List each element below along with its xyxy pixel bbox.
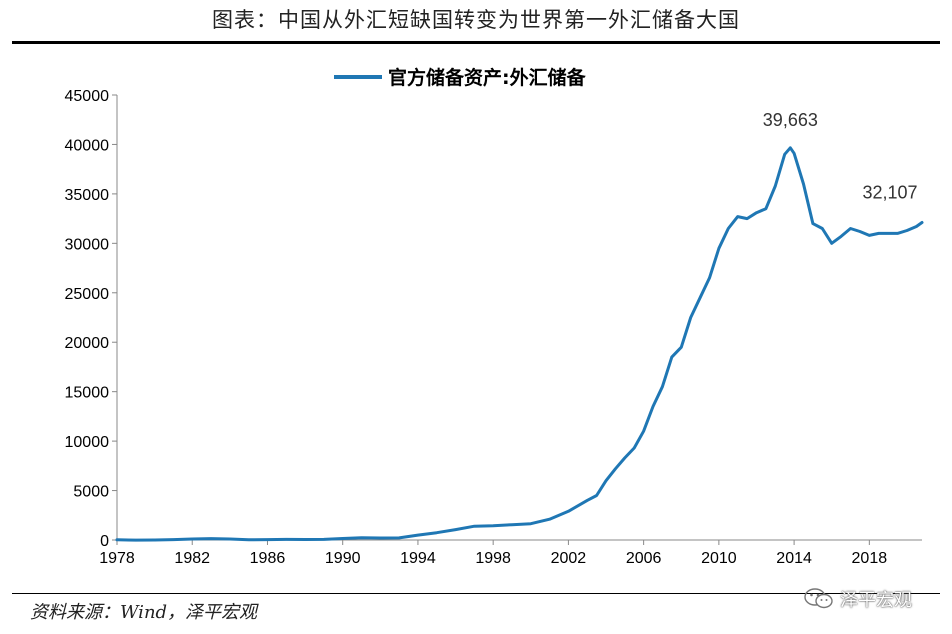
y-tick-label: 40000 [65, 137, 110, 154]
y-tick-label: 0 [100, 533, 109, 550]
x-tick-label: 1998 [475, 550, 511, 567]
y-tick-label: 45000 [65, 88, 110, 105]
wechat-icon [804, 588, 833, 609]
y-tick-label: 20000 [65, 335, 110, 352]
data-label: 32,107 [862, 182, 917, 202]
figure-title: 图表：中国从外汇短缺国转变为世界第一外汇储备大国 [212, 8, 740, 32]
watermark: 泽平宏观 [804, 586, 912, 612]
x-tick-label: 1978 [99, 550, 135, 567]
y-tick-label: 35000 [65, 187, 110, 204]
y-tick-label: 25000 [65, 286, 110, 303]
x-tick-label: 2010 [701, 550, 737, 567]
x-tick-label: 1982 [174, 550, 210, 567]
annotations-layer: 39,663 32,107 [763, 110, 918, 203]
x-axis-ticks: 1978 1982 1986 1990 1994 1998 2002 2006 2010 2014… [99, 540, 887, 567]
source-note: 资料来源：Wind，泽平宏观 [30, 602, 258, 623]
x-tick-label: 1986 [250, 550, 286, 567]
series-layer [115, 146, 924, 542]
x-tick-label: 2006 [626, 550, 662, 567]
bottom-rule [12, 593, 940, 594]
x-tick-label: 1990 [325, 550, 361, 567]
x-tick-label: 2018 [852, 550, 888, 567]
y-tick-label: 30000 [65, 236, 110, 253]
y-tick-label: 10000 [65, 434, 110, 451]
legend: 官方储备资产:外汇储备 [334, 66, 587, 89]
y-axis-ticks: 0 5000 10000 15000 20000 25000 30000 35000 40000… [65, 88, 117, 550]
watermark-text: 泽平宏观 [840, 590, 912, 611]
top-rule [12, 41, 940, 44]
series-line-0 [115, 146, 924, 542]
y-tick-label: 15000 [65, 385, 110, 402]
legend-label: 官方储备资产:外汇储备 [388, 66, 587, 89]
data-label: 39,663 [763, 110, 818, 130]
x-tick-label: 2002 [551, 550, 587, 567]
y-tick-label: 5000 [73, 484, 109, 501]
x-tick-label: 1994 [400, 550, 436, 567]
x-tick-label: 2014 [776, 550, 812, 567]
